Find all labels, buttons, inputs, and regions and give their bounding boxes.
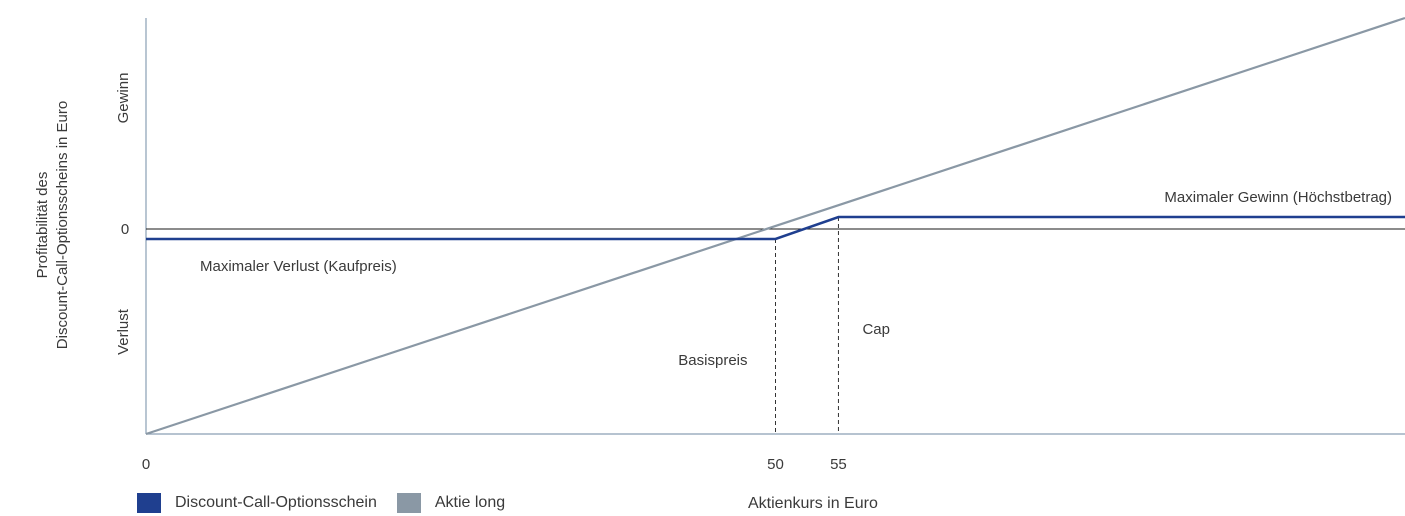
- marker-label-basispreis: Basispreis: [678, 352, 747, 369]
- marker-label-cap: Cap: [862, 321, 890, 338]
- y-axis-title-line-2: Discount-Call-Optionsscheins in Euro: [54, 101, 71, 349]
- legend-label-discount: Discount-Call-Optionsschein: [175, 494, 377, 511]
- loss-region-label: Verlust: [115, 308, 132, 355]
- legend-swatch-discount: [137, 493, 161, 513]
- legend-label-aktie: Aktie long: [434, 494, 506, 511]
- x-tick-label: 0: [142, 456, 150, 473]
- series-line-aktie-long: [145, 16, 1405, 436]
- max-gain-annotation: Maximaler Gewinn (Höchstbetrag): [1164, 189, 1392, 206]
- legend: Discount-Call-Optionsschein Aktie long: [137, 493, 525, 513]
- y-axis-title-line-1: Profitabilität des: [34, 172, 51, 279]
- legend-swatch-aktie: [396, 493, 421, 513]
- x-axis-title: Aktienkurs in Euro: [748, 495, 878, 512]
- x-tick-label: 55: [830, 456, 847, 473]
- x-tick-label: 50: [767, 456, 784, 473]
- max-loss-annotation: Maximaler Verlust (Kaufpreis): [200, 258, 397, 275]
- legend-item-discount: Discount-Call-Optionsschein: [137, 493, 377, 513]
- series-line-discount-call: [146, 215, 1405, 241]
- y-zero-label: 0: [121, 221, 129, 238]
- gain-region-label: Gewinn: [115, 73, 132, 124]
- legend-item-aktie: Aktie long: [396, 493, 506, 513]
